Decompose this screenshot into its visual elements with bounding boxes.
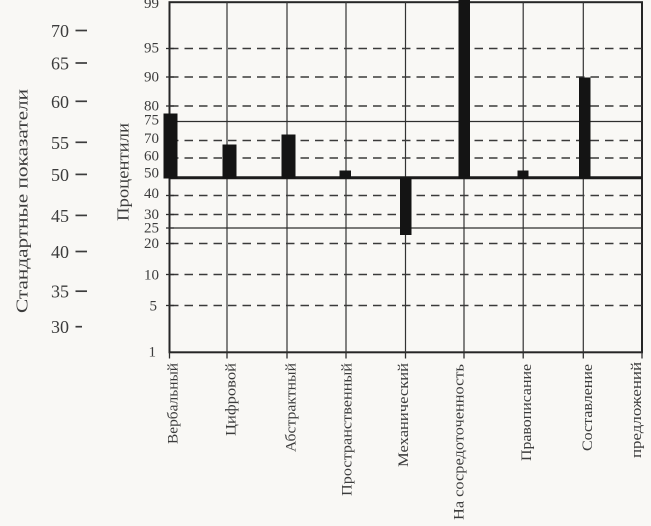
svg-text:Абстрактный: Абстрактный: [284, 363, 300, 452]
svg-text:40: 40: [51, 242, 69, 262]
svg-text:Составление: Составление: [580, 364, 596, 451]
svg-text:75: 75: [144, 113, 159, 129]
svg-text:Процентили: Процентили: [114, 123, 133, 221]
svg-text:Пространственный: Пространственный: [340, 363, 356, 496]
svg-text:70: 70: [51, 21, 69, 41]
svg-text:10: 10: [144, 268, 159, 284]
svg-text:Цифровой: Цифровой: [224, 363, 240, 436]
svg-text:30: 30: [144, 207, 159, 223]
svg-text:Правописание: Правописание: [519, 364, 535, 461]
svg-text:40: 40: [144, 186, 159, 202]
svg-text:65: 65: [51, 54, 69, 74]
svg-text:20: 20: [144, 236, 159, 252]
svg-text:5: 5: [150, 299, 158, 315]
svg-text:Стандартные показатели: Стандартные показатели: [13, 89, 32, 313]
svg-text:предложений: предложений: [629, 362, 645, 458]
svg-text:45: 45: [51, 206, 69, 226]
svg-text:50: 50: [144, 166, 159, 182]
svg-text:Механический: Механический: [396, 363, 412, 467]
svg-text:90: 90: [144, 70, 159, 86]
svg-text:50: 50: [51, 165, 69, 185]
svg-text:99: 99: [144, 0, 159, 12]
svg-text:60: 60: [144, 149, 159, 165]
svg-text:55: 55: [51, 133, 69, 153]
svg-text:30: 30: [51, 317, 69, 337]
svg-text:80: 80: [144, 99, 159, 115]
svg-text:1: 1: [149, 345, 157, 361]
svg-text:70: 70: [144, 131, 159, 147]
svg-text:60: 60: [51, 92, 69, 112]
svg-text:25: 25: [144, 221, 159, 237]
svg-text:35: 35: [51, 282, 69, 302]
svg-text:На сосредоточенность: На сосредоточенность: [452, 364, 468, 520]
svg-text:Вербальный: Вербальный: [166, 363, 182, 444]
svg-text:95: 95: [144, 41, 159, 57]
